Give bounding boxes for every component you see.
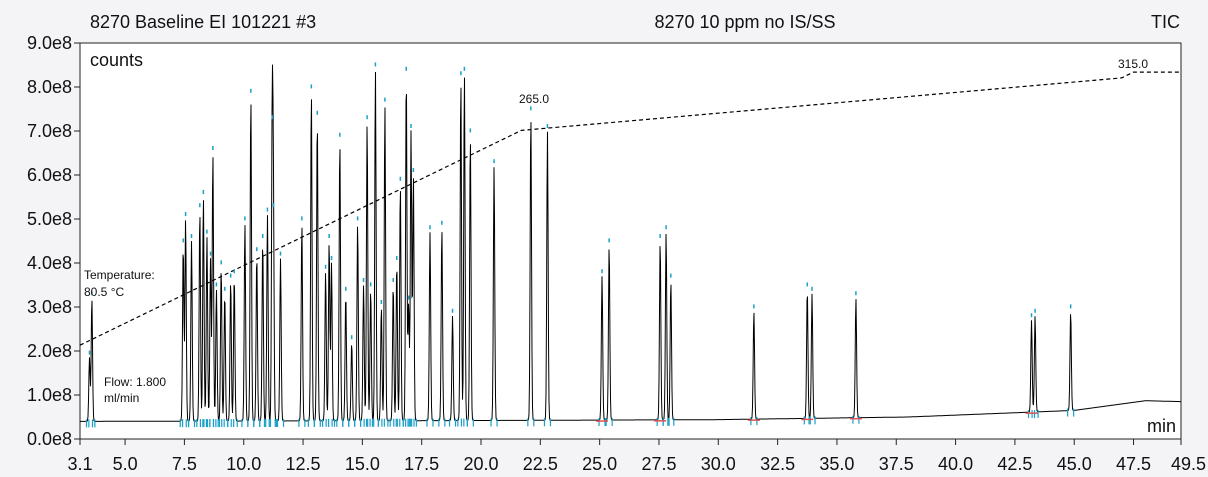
tic-trace bbox=[80, 64, 1181, 422]
x-tick-label: 27.5 bbox=[641, 454, 676, 474]
x-axis-label: min bbox=[1147, 416, 1176, 436]
temperature-program bbox=[79, 71, 1181, 346]
y-axis-label: counts bbox=[90, 50, 143, 70]
x-tick-label: 45.0 bbox=[1057, 454, 1092, 474]
temperature-program-line bbox=[79, 71, 1181, 346]
y-tick-label: 9.0e8 bbox=[27, 33, 72, 53]
y-tick-label: 1.0e8 bbox=[27, 385, 72, 405]
header-right-title: TIC bbox=[1151, 12, 1180, 32]
x-tick-label: 25.0 bbox=[582, 454, 617, 474]
y-tick-label: 4.0e8 bbox=[27, 253, 72, 273]
x-tick-label: 5.0 bbox=[113, 454, 138, 474]
y-tick-label: 2.0e8 bbox=[27, 341, 72, 361]
x-tick-label: 7.5 bbox=[172, 454, 197, 474]
x-tick-label: 12.5 bbox=[286, 454, 321, 474]
x-tick-label: 35.0 bbox=[819, 454, 854, 474]
temperature-mark-265: 265.0 bbox=[519, 92, 549, 106]
x-tick-label: 40.0 bbox=[938, 454, 973, 474]
temperature-value: 80.5 °C bbox=[84, 285, 124, 299]
x-tick-label: 17.5 bbox=[404, 454, 439, 474]
temperature-label: Temperature: bbox=[84, 268, 155, 282]
y-tick-label: 7.0e8 bbox=[27, 121, 72, 141]
y-tick-label: 8.0e8 bbox=[27, 77, 72, 97]
temperature-mark-315: 315.0 bbox=[1118, 57, 1148, 71]
peak-marker-group bbox=[85, 62, 1075, 428]
x-tick-label: 49.5 bbox=[1171, 454, 1206, 474]
x-tick-label: 42.5 bbox=[997, 454, 1032, 474]
x-tick-label: 20.0 bbox=[463, 454, 498, 474]
x-tick-label: 47.5 bbox=[1116, 454, 1151, 474]
y-tick-label: 3.0e8 bbox=[27, 297, 72, 317]
x-tick-label: 3.1 bbox=[67, 454, 92, 474]
x-tick-label: 32.5 bbox=[760, 454, 795, 474]
x-tick-label: 10.0 bbox=[226, 454, 261, 474]
flow-unit: ml/min bbox=[104, 391, 139, 405]
header-left-title: 8270 Baseline EI 101221 #3 bbox=[90, 12, 316, 32]
x-tick-label: 37.5 bbox=[879, 454, 914, 474]
y-tick-label: 0.0e8 bbox=[27, 429, 72, 449]
tic-trace-group bbox=[80, 64, 1181, 422]
x-tick-label: 30.0 bbox=[701, 454, 736, 474]
header-center-title: 8270 10 ppm no IS/SS bbox=[654, 12, 835, 32]
x-tick-label: 22.5 bbox=[523, 454, 558, 474]
y-tick-label: 5.0e8 bbox=[27, 209, 72, 229]
y-tick-label: 6.0e8 bbox=[27, 165, 72, 185]
flow-label: Flow: 1.800 bbox=[104, 375, 166, 389]
axis-ticks: 3.1 5.0 7.5 10.0 12.5 15.0 17.5 20.0 22.5 25.0 27.… bbox=[27, 33, 1206, 474]
x-tick-label: 15.0 bbox=[345, 454, 380, 474]
